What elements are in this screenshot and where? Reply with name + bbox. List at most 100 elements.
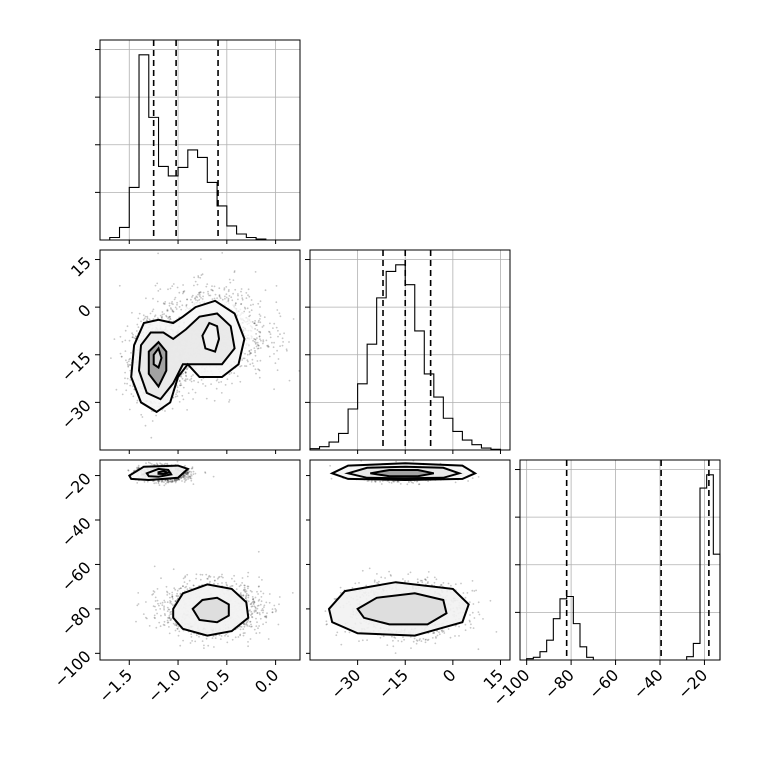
scatter-point: [247, 345, 250, 347]
scatter-point: [201, 273, 204, 276]
scatter-point: [213, 297, 216, 300]
scatter-point: [181, 394, 184, 397]
scatter-point: [210, 288, 213, 291]
scatter-point: [176, 460, 179, 463]
scatter-point: [240, 318, 243, 321]
scatter-point: [166, 479, 169, 482]
scatter-point: [198, 292, 201, 295]
scatter-point: [239, 317, 242, 320]
scatter-point: [158, 484, 161, 486]
scatter-point: [145, 462, 147, 465]
scatter-point: [248, 315, 251, 318]
scatter-point: [267, 344, 269, 347]
scatter-point: [196, 283, 199, 286]
scatter-point: [129, 357, 132, 360]
scatter-point: [186, 368, 188, 371]
scatter-point: [250, 325, 253, 328]
scatter-point: [180, 375, 183, 378]
scatter-point: [215, 387, 218, 390]
scatter-point: [176, 303, 178, 306]
scatter-point: [182, 386, 185, 389]
scatter-point: [252, 365, 255, 367]
scatter-point: [150, 436, 153, 439]
scatter-point: [184, 475, 187, 477]
scatter-point: [173, 478, 176, 481]
scatter-point: [185, 303, 188, 306]
scatter-point: [191, 301, 194, 304]
scatter-point: [132, 336, 134, 339]
scatter-point: [146, 480, 149, 483]
scatter-point: [185, 374, 187, 377]
scatter-point: [183, 290, 186, 292]
scatter-point: [258, 376, 261, 379]
scatter-point: [251, 358, 254, 361]
scatter-point: [197, 275, 200, 277]
scatter-point: [184, 380, 187, 382]
scatter-point: [156, 463, 159, 466]
scatter-point: [226, 378, 229, 381]
scatter-point: [202, 295, 205, 298]
scatter-point: [240, 303, 242, 306]
scatter-point: [250, 330, 253, 332]
scatter-point: [178, 401, 181, 403]
scatter-point: [240, 303, 243, 305]
scatter-point: [185, 371, 187, 374]
scatter-point: [152, 308, 155, 311]
scatter-point: [196, 299, 199, 302]
scatter-point: [234, 288, 237, 291]
scatter-point: [248, 295, 251, 298]
scatter-point: [178, 380, 181, 383]
scatter-point: [127, 363, 129, 366]
histogram-steps: [100, 54, 276, 241]
scatter-point: [244, 335, 247, 338]
scatter-point: [194, 472, 197, 475]
scatter-point: [257, 368, 259, 370]
scatter-point: [248, 319, 251, 322]
scatter-point: [255, 345, 258, 348]
scatter-point: [219, 297, 222, 299]
scatter-point: [224, 384, 227, 386]
scatter-point: [246, 337, 249, 340]
scatter-point: [168, 302, 171, 305]
scatter-point: [195, 301, 198, 304]
scatter-point: [167, 288, 169, 291]
scatter-point: [143, 317, 146, 320]
scatter-point: [271, 341, 273, 344]
scatter-point: [166, 479, 169, 482]
scatter-point: [218, 295, 221, 298]
scatter-point: [127, 469, 130, 472]
scatter-point: [233, 306, 236, 309]
scatter-point: [183, 475, 186, 478]
scatter-point: [164, 482, 167, 485]
scatter-point: [259, 318, 261, 320]
scatter-point: [159, 314, 162, 317]
scatter-point: [131, 311, 133, 314]
scatter-point: [230, 372, 233, 374]
scatter-point: [110, 357, 112, 359]
scatter-point: [132, 385, 134, 388]
scatter-point: [187, 471, 190, 474]
scatter-point: [167, 317, 170, 320]
scatter-point: [233, 305, 236, 307]
scatter-point: [170, 481, 173, 484]
scatter-point: [163, 313, 166, 315]
scatter-point: [192, 374, 194, 376]
scatter-point: [160, 316, 163, 319]
scatter-point: [239, 314, 241, 317]
scatter-point: [235, 307, 237, 310]
scatter-point: [172, 310, 175, 313]
scatter-point: [241, 318, 244, 320]
scatter-point: [254, 343, 257, 345]
scatter-point: [136, 466, 138, 469]
scatter-point: [237, 298, 239, 301]
scatter-point: [200, 379, 203, 381]
scatter-point: [246, 336, 249, 339]
scatter-point: [288, 379, 291, 382]
scatter-point: [126, 361, 129, 364]
scatter-point: [254, 322, 256, 325]
scatter-point: [135, 330, 138, 332]
scatter-point: [225, 293, 228, 296]
scatter-point: [184, 378, 187, 381]
scatter-point: [211, 289, 214, 291]
scatter-point: [255, 341, 257, 344]
